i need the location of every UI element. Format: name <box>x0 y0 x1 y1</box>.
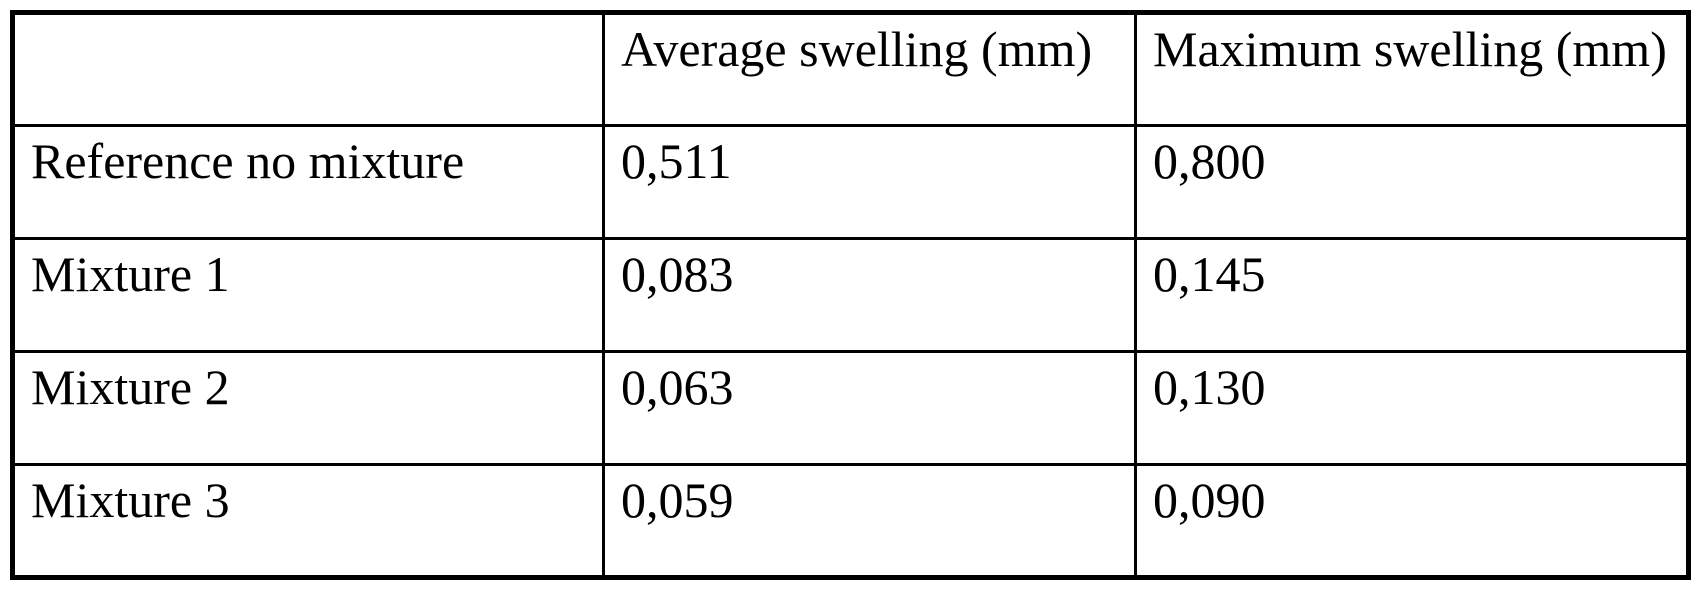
cell-average-swelling: 0,083 <box>602 237 1137 353</box>
swelling-results-table: Average swelling (mm) Maximum swelling (… <box>10 10 1691 580</box>
row-label: Mixture 1 <box>11 237 605 353</box>
table-row-reference-no-mixture: Reference no mixture 0,511 0,800 <box>11 124 1690 240</box>
cell-maximum-swelling: 0,800 <box>1134 124 1690 240</box>
header-cell-average-swelling: Average swelling (mm) <box>602 11 1137 127</box>
cell-average-swelling: 0,063 <box>602 350 1137 466</box>
table-row-mixture-2: Mixture 2 0,063 0,130 <box>11 350 1690 466</box>
cell-maximum-swelling: 0,145 <box>1134 237 1690 353</box>
header-cell-maximum-swelling: Maximum swelling (mm) <box>1134 11 1690 127</box>
table-row-mixture-3: Mixture 3 0,059 0,090 <box>11 463 1690 579</box>
cell-maximum-swelling: 0,090 <box>1134 463 1690 579</box>
header-row: Average swelling (mm) Maximum swelling (… <box>11 11 1690 127</box>
row-label: Mixture 3 <box>11 463 605 579</box>
cell-average-swelling: 0,059 <box>602 463 1137 579</box>
cell-maximum-swelling: 0,130 <box>1134 350 1690 466</box>
header-cell-blank <box>11 11 605 127</box>
row-label: Reference no mixture <box>11 124 605 240</box>
cell-average-swelling: 0,511 <box>602 124 1137 240</box>
row-label: Mixture 2 <box>11 350 605 466</box>
table-row-mixture-1: Mixture 1 0,083 0,145 <box>11 237 1690 353</box>
